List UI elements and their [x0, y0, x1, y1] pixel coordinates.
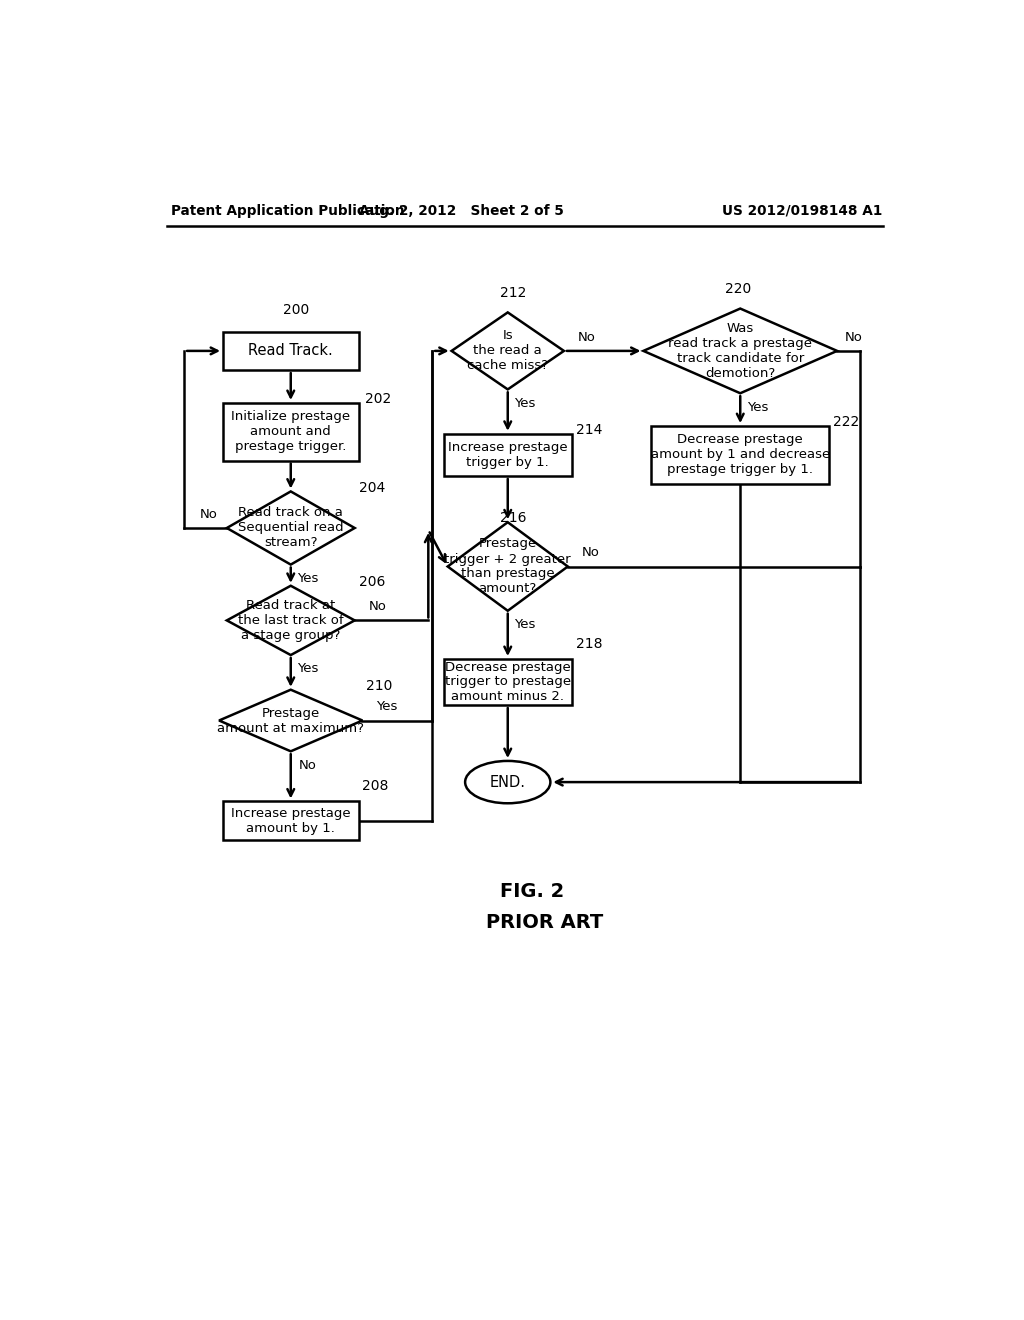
Text: No: No	[578, 330, 596, 343]
Text: Read track on a
Sequential read
stream?: Read track on a Sequential read stream?	[238, 507, 344, 549]
Text: FIG. 2: FIG. 2	[500, 882, 564, 902]
Text: No: No	[582, 546, 600, 560]
FancyBboxPatch shape	[443, 434, 571, 477]
Text: 204: 204	[358, 480, 385, 495]
FancyBboxPatch shape	[651, 426, 829, 483]
Text: Prestage
amount at maximum?: Prestage amount at maximum?	[217, 706, 365, 734]
Text: Yes: Yes	[514, 618, 536, 631]
Text: Patent Application Publication: Patent Application Publication	[171, 203, 404, 218]
Text: 220: 220	[725, 282, 751, 296]
Text: Is
the read a
cache miss?: Is the read a cache miss?	[467, 330, 548, 372]
Text: Aug. 2, 2012   Sheet 2 of 5: Aug. 2, 2012 Sheet 2 of 5	[358, 203, 563, 218]
Polygon shape	[226, 586, 354, 655]
Text: 214: 214	[575, 422, 602, 437]
Text: No: No	[845, 330, 863, 343]
Polygon shape	[447, 523, 568, 611]
Polygon shape	[643, 309, 838, 393]
Text: Was
read track a prestage
track candidate for
demotion?: Was read track a prestage track candidat…	[669, 322, 812, 380]
Polygon shape	[452, 313, 564, 389]
Text: Initialize prestage
amount and
prestage trigger.: Initialize prestage amount and prestage …	[231, 411, 350, 453]
Text: No: No	[200, 508, 217, 520]
Text: END.: END.	[489, 775, 525, 789]
Text: Decrease prestage
amount by 1 and decrease
prestage trigger by 1.: Decrease prestage amount by 1 and decrea…	[650, 433, 829, 477]
Text: Yes: Yes	[297, 572, 318, 585]
Text: Yes: Yes	[746, 400, 768, 413]
Text: Yes: Yes	[297, 663, 318, 676]
Text: No: No	[369, 601, 386, 612]
Text: 206: 206	[358, 576, 385, 589]
FancyBboxPatch shape	[223, 403, 358, 461]
Text: Decrease prestage
trigger to prestage
amount minus 2.: Decrease prestage trigger to prestage am…	[444, 660, 570, 704]
Text: 208: 208	[362, 779, 389, 793]
Text: Read track at
the last track of
a stage group?: Read track at the last track of a stage …	[238, 599, 344, 642]
Text: Yes: Yes	[377, 700, 397, 713]
Text: 210: 210	[367, 678, 392, 693]
Text: PRIOR ART: PRIOR ART	[486, 913, 603, 932]
Text: 202: 202	[365, 392, 391, 407]
FancyBboxPatch shape	[223, 801, 358, 840]
Polygon shape	[226, 491, 354, 565]
Text: Yes: Yes	[514, 397, 536, 409]
FancyBboxPatch shape	[443, 659, 571, 705]
Text: 216: 216	[500, 511, 526, 525]
Text: Read Track.: Read Track.	[249, 343, 333, 359]
Text: Prestage
trigger + 2 greater
than prestage
amount?: Prestage trigger + 2 greater than presta…	[444, 537, 571, 595]
Text: Increase prestage
amount by 1.: Increase prestage amount by 1.	[231, 807, 350, 834]
Text: Increase prestage
trigger by 1.: Increase prestage trigger by 1.	[447, 441, 567, 469]
Text: No: No	[299, 759, 316, 772]
Text: 222: 222	[834, 414, 859, 429]
Text: 212: 212	[500, 286, 526, 300]
Text: 218: 218	[575, 636, 602, 651]
Ellipse shape	[465, 760, 550, 804]
Text: 200: 200	[283, 304, 309, 317]
FancyBboxPatch shape	[223, 331, 358, 370]
Text: US 2012/0198148 A1: US 2012/0198148 A1	[722, 203, 883, 218]
Polygon shape	[219, 689, 362, 751]
